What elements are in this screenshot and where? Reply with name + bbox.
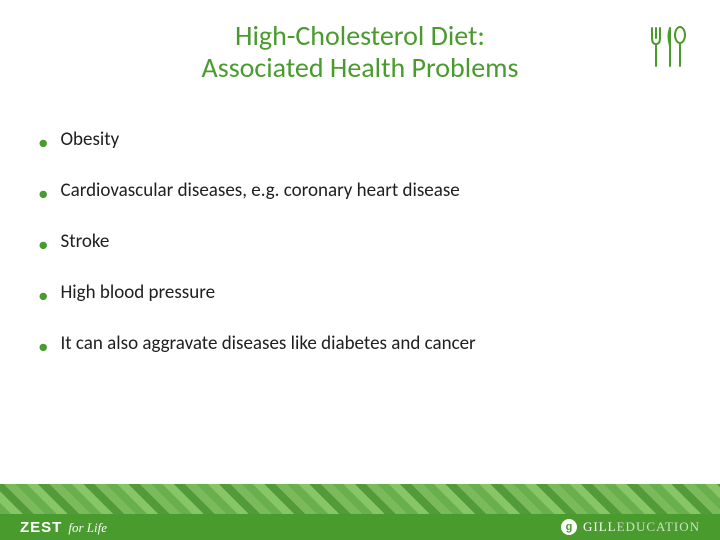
gill-text: GILLEDUCATION — [583, 519, 700, 535]
bullet-dot-icon: • — [38, 128, 48, 153]
bullet-list: • Obesity • Cardiovascular diseases, e.g… — [38, 128, 682, 383]
bullet-text: High blood pressure — [60, 281, 682, 304]
zest-main-text: ZEST — [20, 519, 62, 536]
title-line-1: High-Cholesterol Diet: — [0, 20, 720, 52]
footer-pattern — [0, 484, 720, 514]
bullet-text: Stroke — [60, 230, 682, 253]
zest-sub-text: for Life — [68, 520, 107, 536]
list-item: • It can also aggravate diseases like di… — [38, 332, 682, 357]
zest-logo: ZEST for Life — [20, 519, 107, 536]
list-item: • Cardiovascular diseases, e.g. coronary… — [38, 179, 682, 204]
title-line-2: Associated Health Problems — [0, 52, 720, 84]
bullet-text: Cardiovascular diseases, e.g. coronary h… — [60, 179, 682, 202]
gill-main: GILL — [583, 519, 617, 534]
footer-bar: ZEST for Life g GILLEDUCATION — [0, 514, 720, 540]
utensils-icon — [640, 22, 690, 77]
gill-edu: EDUCATION — [617, 519, 700, 534]
footer: ZEST for Life g GILLEDUCATION — [0, 484, 720, 540]
list-item: • Obesity — [38, 128, 682, 153]
bullet-dot-icon: • — [38, 332, 48, 357]
bullet-dot-icon: • — [38, 281, 48, 306]
bullet-dot-icon: • — [38, 230, 48, 255]
list-item: • High blood pressure — [38, 281, 682, 306]
bullet-dot-icon: • — [38, 179, 48, 204]
gill-g-icon: g — [561, 519, 577, 535]
bullet-text: It can also aggravate diseases like diab… — [60, 332, 682, 355]
list-item: • Stroke — [38, 230, 682, 255]
slide-title: High-Cholesterol Diet: Associated Health… — [0, 20, 720, 84]
gill-logo: g GILLEDUCATION — [561, 519, 700, 535]
slide: High-Cholesterol Diet: Associated Health… — [0, 0, 720, 540]
bullet-text: Obesity — [60, 128, 682, 151]
